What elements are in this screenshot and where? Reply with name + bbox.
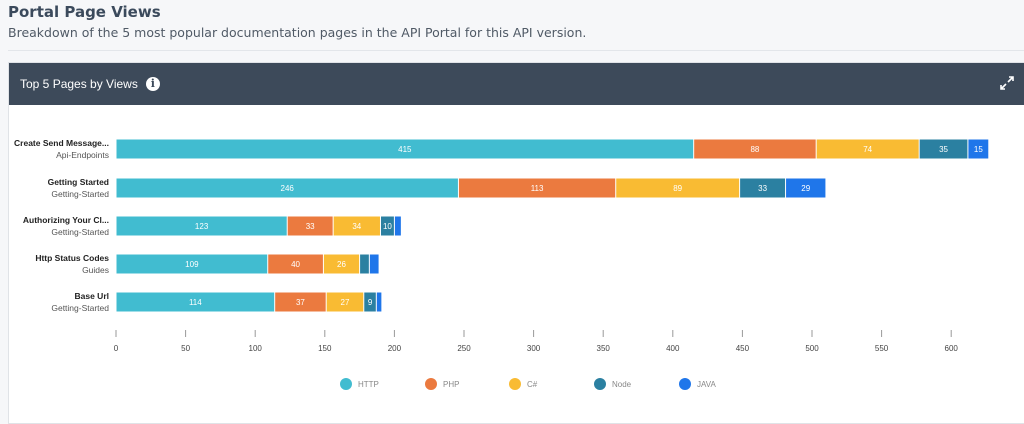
x-tick-label: 150	[318, 344, 332, 353]
bar-segment-http	[116, 254, 268, 274]
bar-segment-csharp	[326, 292, 364, 312]
bar-segment-java	[394, 216, 401, 236]
bar-segment-csharp	[616, 178, 740, 198]
bar-segment-node	[380, 216, 394, 236]
x-tick-label: 250	[457, 344, 471, 353]
x-tick-label: 450	[736, 344, 750, 353]
bar-value-label: 415	[398, 145, 412, 154]
bar-value-label: 33	[758, 184, 767, 193]
x-tick-label: 400	[666, 344, 680, 353]
bar-segment-csharp	[816, 139, 919, 159]
x-tick-label: 300	[527, 344, 541, 353]
x-tick-label: 0	[114, 344, 119, 353]
bar-segment-node	[919, 139, 968, 159]
legend-swatch	[425, 378, 437, 390]
bar-segment-node	[360, 254, 369, 274]
bar-segment-csharp	[333, 216, 380, 236]
x-tick-label: 100	[249, 344, 263, 353]
legend-swatch	[594, 378, 606, 390]
bar-value-label: 123	[195, 222, 209, 231]
bar-value-label: 27	[341, 298, 350, 307]
legend-label: Node	[612, 380, 632, 389]
bar-value-label: 15	[974, 145, 983, 154]
card-header: Top 5 Pages by Views i	[9, 63, 1024, 105]
bar-value-label: 34	[352, 222, 361, 231]
legend-swatch	[340, 378, 352, 390]
bar-segment-php	[268, 254, 323, 274]
bar-segment-http	[116, 139, 694, 159]
x-tick-label: 500	[805, 344, 819, 353]
category-group-label: Guides	[82, 265, 109, 275]
bar-value-label: 9	[368, 298, 373, 307]
info-icon[interactable]: i	[145, 77, 160, 91]
bar-segment-node	[364, 292, 376, 312]
bar-value-label: 109	[185, 260, 199, 269]
category-group-label: Api-Endpoints	[56, 150, 109, 160]
bar-value-label: 114	[189, 298, 202, 307]
legend-label: PHP	[443, 380, 459, 389]
bar-value-label: 26	[337, 260, 346, 269]
bar-value-label: 35	[939, 145, 948, 154]
chart-card: Top 5 Pages by Views i Create Send Messa…	[8, 62, 1024, 424]
bar-segment-http	[116, 216, 287, 236]
category-label: Create Send Message...	[14, 138, 109, 148]
category-group-label: Getting-Started	[51, 303, 109, 313]
divider	[8, 50, 1024, 51]
bar-segment-java	[786, 178, 826, 198]
page-title: Portal Page Views	[8, 3, 161, 21]
x-tick-label: 600	[945, 344, 959, 353]
legend-label: C#	[527, 380, 538, 389]
bar-segment-php	[694, 139, 816, 159]
x-tick-label: 350	[597, 344, 611, 353]
category-group-label: Getting-Started	[51, 189, 109, 199]
legend-swatch	[679, 378, 691, 390]
x-tick-label: 50	[181, 344, 190, 353]
bar-segment-java	[369, 254, 379, 274]
bar-segment-php	[287, 216, 333, 236]
bar-segment-http	[116, 178, 458, 198]
x-tick-label: 200	[388, 344, 402, 353]
bar-segment-java	[968, 139, 989, 159]
bar-segment-php	[458, 178, 616, 198]
bar-value-label: 10	[383, 222, 392, 231]
bar-value-label: 74	[863, 145, 872, 154]
category-group-label: Getting-Started	[51, 227, 109, 237]
category-label: Http Status Codes	[35, 253, 109, 263]
page-subtitle: Breakdown of the 5 most popular document…	[8, 25, 587, 40]
bar-segment-http	[116, 292, 275, 312]
bar-value-label: 89	[673, 184, 682, 193]
expand-icon[interactable]	[999, 75, 1015, 91]
bar-value-label: 88	[750, 145, 759, 154]
bar-segment-java	[376, 292, 382, 312]
card-title: Top 5 Pages by Views	[20, 77, 138, 91]
legend-label: HTTP	[358, 380, 379, 389]
bar-value-label: 113	[531, 184, 544, 193]
bar-segment-php	[275, 292, 326, 312]
x-tick-label: 550	[875, 344, 889, 353]
bar-value-label: 29	[801, 184, 810, 193]
stacked-bar-chart: Create Send Message... Api-Endpoints 415 88…	[14, 138, 989, 390]
legend-swatch	[509, 378, 521, 390]
bar-value-label: 33	[306, 222, 315, 231]
legend-label: JAVA	[697, 380, 716, 389]
category-label: Getting Started	[48, 177, 109, 187]
category-label: Base Url	[75, 291, 110, 301]
bar-value-label: 246	[281, 184, 295, 193]
bar-segment-csharp	[323, 254, 360, 274]
category-label: Authorizing Your Cl...	[23, 215, 109, 225]
bar-value-label: 40	[291, 260, 300, 269]
bar-value-label: 37	[296, 298, 305, 307]
bar-segment-node	[740, 178, 786, 198]
